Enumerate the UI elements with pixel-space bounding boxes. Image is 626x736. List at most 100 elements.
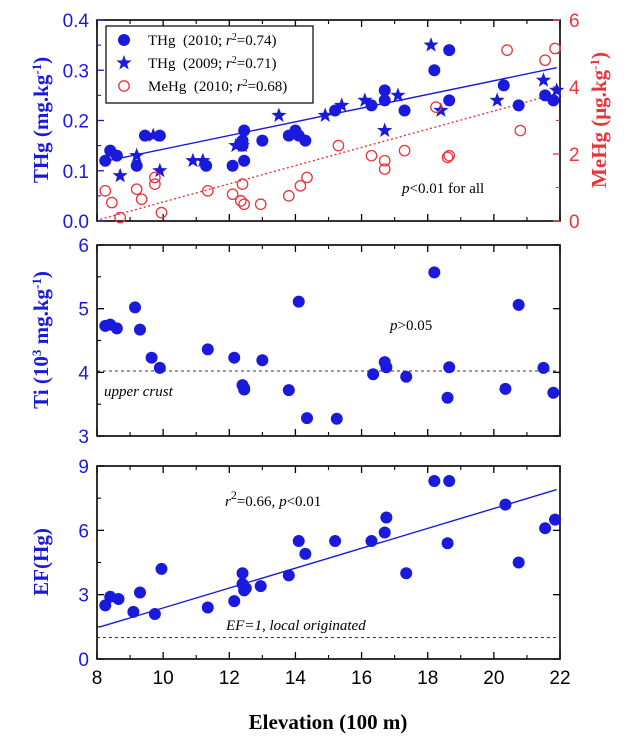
panel-2-frame <box>97 245 560 436</box>
data-point <box>380 361 392 373</box>
data-point <box>149 608 161 620</box>
y-tick-label: 0.3 <box>63 61 89 82</box>
x-tick-label: 14 <box>285 668 307 689</box>
data-point <box>238 155 250 167</box>
data-point <box>107 197 117 207</box>
panel-1-ylabel-right: MeHg (μg.kg-1) <box>587 52 612 188</box>
trendline <box>100 490 556 627</box>
data-point <box>490 92 505 106</box>
data-point <box>537 362 549 374</box>
y-tick-label: 0.2 <box>63 112 89 133</box>
data-point <box>428 64 440 76</box>
panel-1-annotation-rest: <0.01 for all <box>410 181 485 197</box>
data-point <box>499 499 511 511</box>
panel-3-ylabel: EF(Hg) <box>29 528 53 596</box>
data-point <box>238 125 250 137</box>
data-point <box>443 361 455 373</box>
data-point <box>549 514 561 526</box>
data-point <box>283 569 295 581</box>
panel-3-annotation: r2=0.66, p<0.01 <box>225 488 321 510</box>
data-point <box>237 567 249 579</box>
data-point <box>146 352 158 364</box>
y-tick-label: 0.4 <box>63 11 90 32</box>
panel-3-annotation-rest: =0.66, <box>237 494 279 510</box>
legend-label: THg (2009; r2=0.71) <box>148 55 276 73</box>
data-point <box>379 94 391 106</box>
data-point <box>301 412 313 424</box>
x-tick-label: 12 <box>219 668 240 689</box>
data-point <box>428 266 440 278</box>
data-point <box>228 595 240 607</box>
data-point <box>423 37 438 51</box>
data-point <box>547 94 559 106</box>
data-point <box>331 413 343 425</box>
data-point <box>113 168 128 182</box>
data-point <box>202 602 214 614</box>
y-tick-label: 4 <box>78 363 89 384</box>
y-tick-label: 9 <box>78 457 89 478</box>
data-point <box>155 563 167 575</box>
panel-1-annotation: p<0.01 for all <box>401 181 484 197</box>
x-tick-label: 20 <box>483 668 504 689</box>
legend: THg (2010; r2=0.74) THg (2009; r2=0.71) Me… <box>106 26 313 103</box>
data-point <box>256 135 268 147</box>
panel-1-ylabel-right-sup: -1 <box>587 59 602 70</box>
legend-label: MeHg (2010; r2=0.68) <box>148 78 287 96</box>
panel-1-ylabel-left-text: THg (mg.kg <box>29 74 53 183</box>
panel-2-ticks: 3 4 5 6 <box>78 236 560 448</box>
data-point <box>255 580 267 592</box>
data-point <box>550 43 560 53</box>
panel-2-reference-label: upper crust <box>104 384 174 400</box>
y-right-tick-label: 4 <box>569 78 580 99</box>
x-tick-label: 22 <box>549 668 570 689</box>
data-point <box>156 207 166 217</box>
data-point <box>443 94 455 106</box>
data-point <box>299 135 311 147</box>
panel-2-annotation-rest: >0.05 <box>398 318 433 334</box>
data-point <box>365 535 377 547</box>
data-point <box>240 582 252 594</box>
trendline <box>100 94 556 220</box>
data-point <box>498 79 510 91</box>
data-point <box>134 324 146 336</box>
data-point <box>515 125 525 135</box>
panel-1-ylabel-right-text: MeHg (μg.kg <box>587 69 611 188</box>
y-right-tick-label: 2 <box>569 145 580 166</box>
data-point <box>367 368 379 380</box>
data-point <box>502 45 512 55</box>
data-point <box>129 301 141 313</box>
data-point <box>302 172 312 182</box>
data-point <box>271 107 286 121</box>
legend-label: THg (2010; r2=0.74) <box>148 32 276 50</box>
y-tick-label: 5 <box>78 300 89 321</box>
y-tick-label: 0 <box>78 650 89 671</box>
data-point <box>202 343 214 355</box>
panel-2-ylabel-text: Ti (10 <box>29 356 53 409</box>
data-point <box>400 371 412 383</box>
data-point <box>154 362 166 374</box>
y-tick-label: 3 <box>78 427 89 448</box>
data-point <box>112 593 124 605</box>
data-point <box>111 322 123 334</box>
y-tick-label: 0.1 <box>63 162 89 183</box>
data-point <box>443 44 455 56</box>
panel-1-ylabel-left: THg (mg.kg-1) <box>29 57 54 183</box>
data-point <box>379 526 391 538</box>
data-point <box>443 475 455 487</box>
x-tick-label: 16 <box>351 668 372 689</box>
data-point <box>238 384 250 396</box>
reference-lines <box>97 371 560 637</box>
data-point <box>513 557 525 569</box>
data-point <box>227 160 239 172</box>
data-point <box>256 199 266 209</box>
panel-3-ticks: 03698 10 12 14 16 18 20 22 <box>78 457 570 689</box>
data-point <box>399 145 409 155</box>
data-marks <box>99 37 564 620</box>
data-point <box>283 384 295 396</box>
legend-marker <box>118 34 130 46</box>
data-point <box>111 150 123 162</box>
y-tick-label: 6 <box>78 236 89 257</box>
data-point <box>136 194 146 204</box>
data-point <box>134 587 146 599</box>
